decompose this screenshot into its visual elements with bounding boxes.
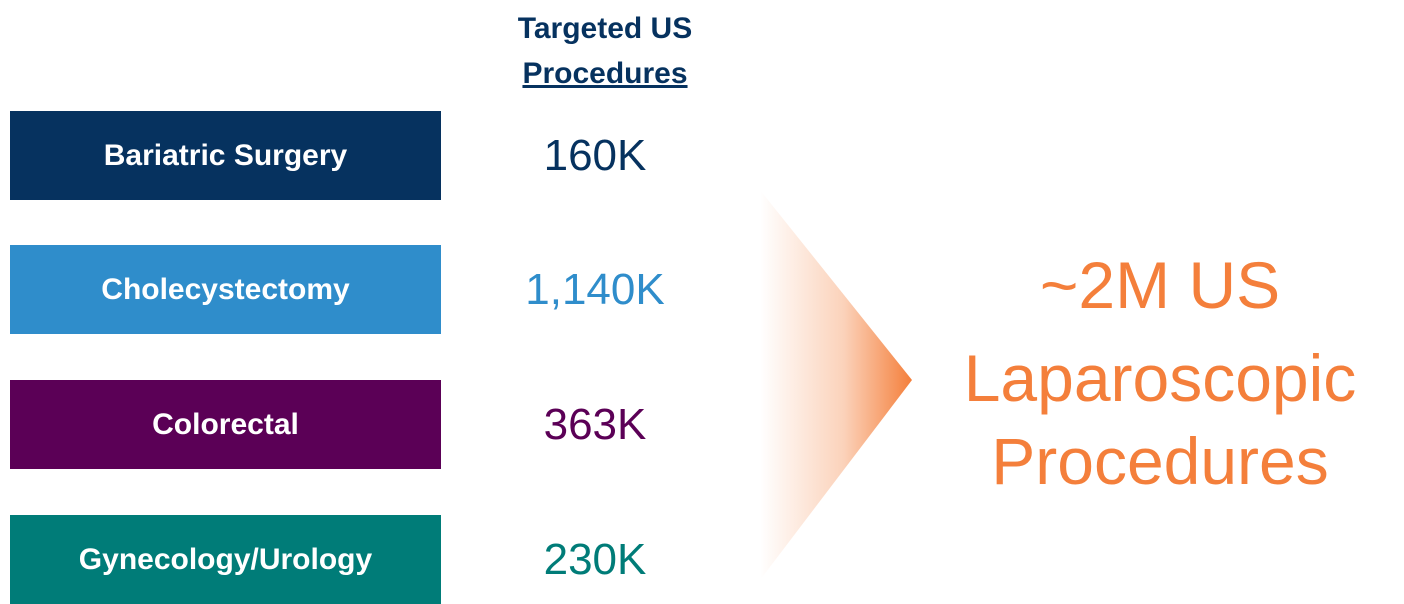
summary-line: Procedures: [991, 424, 1329, 498]
procedure-count: 363K: [543, 400, 647, 449]
procedure-count: 160K: [543, 131, 647, 180]
procedure-count: 1,140K: [525, 265, 665, 314]
chevron-arrow: [760, 190, 912, 580]
category-box: Colorectal: [10, 380, 441, 469]
category-box: Cholecystectomy: [10, 245, 441, 334]
header-line: Procedures: [522, 57, 688, 90]
summary-line: Laparoscopic: [963, 341, 1357, 415]
header-line: Targeted US: [517, 12, 693, 45]
category-box: Bariatric Surgery: [10, 111, 441, 200]
category-box: Gynecology/Urology: [10, 515, 441, 604]
summary-line: ~2M US: [1039, 248, 1281, 322]
procedure-count: 230K: [543, 535, 647, 584]
